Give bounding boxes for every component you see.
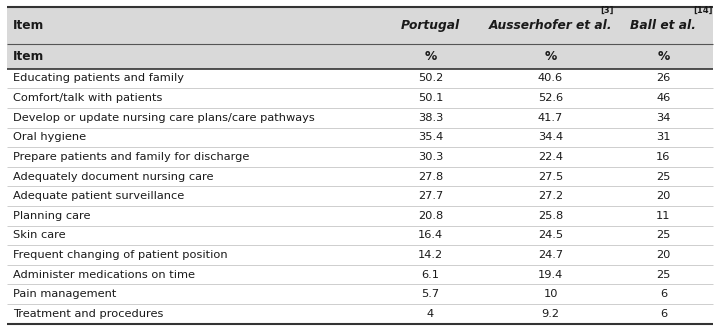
Text: 14.2: 14.2 (418, 250, 443, 260)
Text: 27.5: 27.5 (538, 172, 563, 181)
Text: 50.1: 50.1 (418, 93, 444, 103)
Bar (7, 7, 713, 44)
Text: 52.6: 52.6 (538, 93, 563, 103)
Text: Item: Item (13, 19, 44, 32)
Text: Pain management: Pain management (13, 289, 117, 299)
Text: [3]: [3] (600, 6, 613, 15)
Text: 26: 26 (657, 74, 670, 83)
Text: 27.7: 27.7 (418, 191, 444, 201)
Text: 11: 11 (656, 211, 670, 221)
Text: 6: 6 (660, 289, 667, 299)
Text: 4: 4 (427, 309, 434, 319)
Text: %: % (424, 50, 437, 63)
Bar (7, 128, 713, 147)
Bar (7, 69, 713, 88)
Text: 25.8: 25.8 (538, 211, 563, 221)
Text: Adequately document nursing care: Adequately document nursing care (13, 172, 213, 181)
Text: 38.3: 38.3 (418, 113, 444, 123)
Bar (7, 88, 713, 108)
Text: Item: Item (13, 50, 44, 63)
Text: Frequent changing of patient position: Frequent changing of patient position (13, 250, 228, 260)
Text: 35.4: 35.4 (418, 132, 444, 142)
Bar (7, 186, 713, 206)
Bar (7, 284, 713, 304)
Bar (7, 265, 713, 284)
Text: 24.7: 24.7 (538, 250, 563, 260)
Text: [14]: [14] (693, 6, 713, 15)
Text: Oral hygiene: Oral hygiene (13, 132, 86, 142)
Text: Planning care: Planning care (13, 211, 91, 221)
Text: %: % (544, 50, 557, 63)
Text: Ball et al.: Ball et al. (631, 19, 696, 32)
Text: Prepare patients and family for discharge: Prepare patients and family for discharg… (13, 152, 249, 162)
Text: 19.4: 19.4 (538, 270, 563, 280)
Text: 16: 16 (656, 152, 670, 162)
Text: 22.4: 22.4 (538, 152, 563, 162)
Text: 9.2: 9.2 (541, 309, 559, 319)
Text: 50.2: 50.2 (418, 74, 444, 83)
Text: Portugal: Portugal (401, 19, 460, 32)
Text: Treatment and procedures: Treatment and procedures (13, 309, 163, 319)
Text: 46: 46 (657, 93, 670, 103)
Text: Skin care: Skin care (13, 231, 66, 240)
Text: 10: 10 (544, 289, 558, 299)
Bar (7, 147, 713, 167)
Bar (7, 245, 713, 265)
Bar (7, 108, 713, 128)
Text: 20.8: 20.8 (418, 211, 444, 221)
Bar (7, 44, 713, 69)
Text: 27.2: 27.2 (538, 191, 563, 201)
Text: 25: 25 (656, 231, 670, 240)
Text: 6.1: 6.1 (422, 270, 440, 280)
Text: 34: 34 (656, 113, 670, 123)
Text: 20: 20 (656, 250, 670, 260)
Text: 31: 31 (656, 132, 670, 142)
Text: Adequate patient surveillance: Adequate patient surveillance (13, 191, 184, 201)
Text: Educating patients and family: Educating patients and family (13, 74, 184, 83)
Bar (7, 226, 713, 245)
Text: %: % (657, 50, 670, 63)
Bar (7, 206, 713, 226)
Text: 27.8: 27.8 (418, 172, 444, 181)
Text: 16.4: 16.4 (418, 231, 443, 240)
Text: 34.4: 34.4 (538, 132, 563, 142)
Text: Ausserhofer et al.: Ausserhofer et al. (489, 19, 612, 32)
Text: 25: 25 (656, 270, 670, 280)
Text: Develop or update nursing care plans/care pathways: Develop or update nursing care plans/car… (13, 113, 315, 123)
Bar (7, 304, 713, 324)
Text: 40.6: 40.6 (538, 74, 563, 83)
Text: 30.3: 30.3 (418, 152, 444, 162)
Text: 25: 25 (656, 172, 670, 181)
Text: 6: 6 (660, 309, 667, 319)
Text: 5.7: 5.7 (421, 289, 440, 299)
Text: 41.7: 41.7 (538, 113, 563, 123)
Text: 20: 20 (656, 191, 670, 201)
Text: Comfort/talk with patients: Comfort/talk with patients (13, 93, 162, 103)
Text: Administer medications on time: Administer medications on time (13, 270, 195, 280)
Text: 24.5: 24.5 (538, 231, 563, 240)
Bar (7, 167, 713, 186)
